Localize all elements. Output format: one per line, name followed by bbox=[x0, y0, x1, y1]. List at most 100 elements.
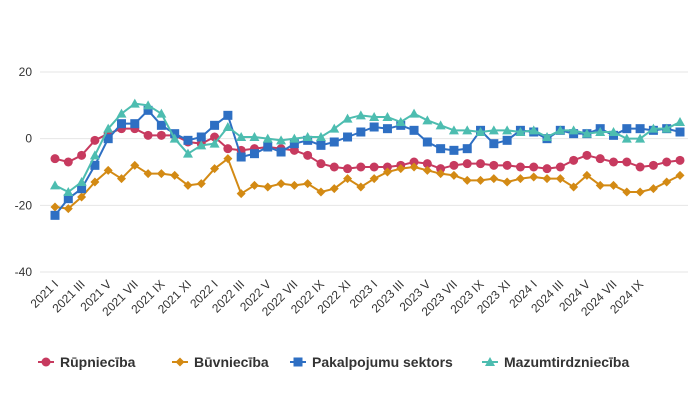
data-point[interactable] bbox=[608, 127, 619, 136]
data-point[interactable] bbox=[621, 133, 632, 143]
data-point[interactable] bbox=[648, 184, 658, 194]
data-point[interactable] bbox=[236, 152, 246, 162]
data-point[interactable] bbox=[329, 184, 339, 194]
data-point[interactable] bbox=[449, 170, 459, 180]
data-point[interactable] bbox=[223, 110, 233, 120]
data-point[interactable] bbox=[435, 120, 446, 130]
data-point[interactable] bbox=[489, 174, 499, 184]
data-point[interactable] bbox=[103, 134, 113, 144]
data-point[interactable] bbox=[196, 179, 206, 189]
data-point[interactable] bbox=[569, 155, 579, 165]
data-point[interactable] bbox=[343, 132, 353, 142]
data-point[interactable] bbox=[582, 150, 592, 160]
data-point[interactable] bbox=[675, 127, 685, 137]
data-point[interactable] bbox=[635, 162, 645, 172]
data-point[interactable] bbox=[555, 162, 565, 172]
data-point[interactable] bbox=[648, 160, 658, 170]
data-point[interactable] bbox=[555, 174, 565, 184]
data-point[interactable] bbox=[77, 192, 87, 202]
data-point[interactable] bbox=[263, 142, 273, 152]
data-point[interactable] bbox=[568, 125, 579, 135]
data-point[interactable] bbox=[475, 127, 486, 136]
data-point[interactable] bbox=[63, 157, 73, 167]
data-point[interactable] bbox=[609, 157, 619, 167]
legend-item[interactable]: Rūpniecība bbox=[38, 354, 136, 370]
data-point[interactable] bbox=[635, 187, 645, 197]
data-point[interactable] bbox=[116, 108, 127, 118]
data-point[interactable] bbox=[343, 174, 353, 184]
data-point[interactable] bbox=[222, 122, 233, 131]
data-point[interactable] bbox=[675, 155, 685, 165]
data-point[interactable] bbox=[223, 154, 233, 164]
data-point[interactable] bbox=[542, 132, 553, 141]
data-point[interactable] bbox=[595, 127, 606, 136]
data-point[interactable] bbox=[182, 148, 193, 158]
data-point[interactable] bbox=[156, 108, 167, 118]
data-point[interactable] bbox=[422, 165, 432, 175]
data-point[interactable] bbox=[170, 170, 180, 180]
data-point[interactable] bbox=[355, 110, 366, 120]
data-point[interactable] bbox=[489, 139, 499, 149]
data-point[interactable] bbox=[77, 150, 87, 160]
data-point[interactable] bbox=[50, 154, 60, 164]
data-point[interactable] bbox=[369, 112, 380, 121]
data-point[interactable] bbox=[542, 174, 552, 184]
data-point[interactable] bbox=[555, 125, 566, 135]
data-point[interactable] bbox=[76, 177, 87, 186]
data-point[interactable] bbox=[356, 162, 366, 172]
data-point[interactable] bbox=[502, 177, 512, 187]
data-point[interactable] bbox=[436, 164, 446, 174]
data-point[interactable] bbox=[329, 123, 340, 133]
data-point[interactable] bbox=[289, 133, 300, 143]
data-point[interactable] bbox=[595, 180, 605, 190]
data-point[interactable] bbox=[210, 164, 220, 174]
data-point[interactable] bbox=[103, 123, 114, 133]
data-point[interactable] bbox=[369, 122, 379, 132]
data-point[interactable] bbox=[183, 135, 193, 145]
data-point[interactable] bbox=[488, 125, 499, 135]
data-point[interactable] bbox=[276, 179, 286, 189]
data-point[interactable] bbox=[156, 169, 166, 179]
data-point[interactable] bbox=[622, 124, 632, 134]
data-point[interactable] bbox=[609, 180, 619, 190]
legend-item[interactable]: Būvniecība bbox=[172, 354, 269, 370]
data-point[interactable] bbox=[130, 119, 140, 129]
data-point[interactable] bbox=[276, 147, 286, 157]
data-point[interactable] bbox=[422, 137, 432, 147]
data-point[interactable] bbox=[409, 125, 419, 135]
data-point[interactable] bbox=[436, 169, 446, 179]
data-point[interactable] bbox=[489, 160, 499, 170]
data-point[interactable] bbox=[409, 157, 419, 167]
data-point[interactable] bbox=[515, 127, 526, 136]
data-point[interactable] bbox=[90, 135, 100, 145]
data-point[interactable] bbox=[342, 113, 353, 123]
data-point[interactable] bbox=[569, 182, 579, 192]
data-point[interactable] bbox=[661, 123, 672, 133]
data-point[interactable] bbox=[662, 157, 672, 167]
data-point[interactable] bbox=[528, 125, 539, 135]
data-point[interactable] bbox=[382, 167, 392, 177]
data-point[interactable] bbox=[462, 159, 472, 169]
data-point[interactable] bbox=[529, 172, 539, 182]
data-point[interactable] bbox=[63, 204, 73, 214]
data-point[interactable] bbox=[622, 187, 632, 197]
data-point[interactable] bbox=[130, 160, 140, 170]
data-point[interactable] bbox=[316, 187, 326, 197]
data-point[interactable] bbox=[116, 119, 126, 129]
data-point[interactable] bbox=[369, 162, 379, 172]
data-point[interactable] bbox=[196, 132, 206, 142]
data-point[interactable] bbox=[329, 137, 339, 147]
data-point[interactable] bbox=[382, 124, 392, 134]
data-point[interactable] bbox=[50, 180, 60, 190]
data-point[interactable] bbox=[343, 164, 353, 174]
data-point[interactable] bbox=[542, 164, 552, 174]
data-point[interactable] bbox=[129, 98, 140, 108]
data-point[interactable] bbox=[529, 162, 539, 172]
data-point[interactable] bbox=[422, 159, 432, 169]
data-point[interactable] bbox=[143, 130, 153, 140]
data-point[interactable] bbox=[90, 177, 100, 187]
data-point[interactable] bbox=[302, 132, 313, 141]
data-point[interactable] bbox=[156, 120, 166, 130]
data-point[interactable] bbox=[582, 170, 592, 180]
data-point[interactable] bbox=[223, 144, 233, 154]
